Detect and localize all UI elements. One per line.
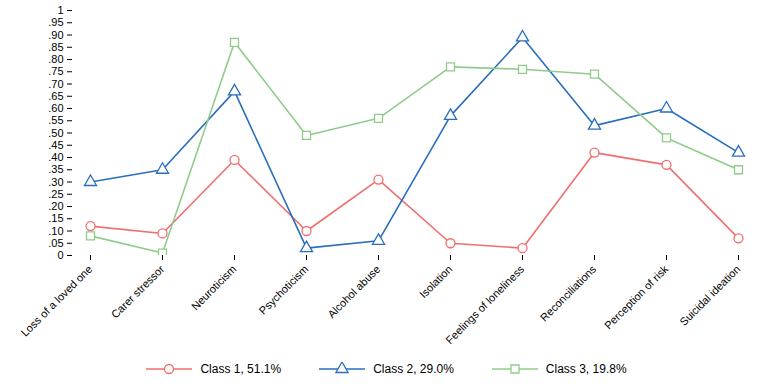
html-text:Class 2, 29.0%: Class 2, 29.0% xyxy=(373,362,454,376)
html-text:Class 1, 51.1%: Class 1, 51.1% xyxy=(200,362,282,376)
svg-text:Alcohol abuse: Alcohol abuse xyxy=(325,263,382,320)
svg-text:.50: .50 xyxy=(48,127,63,139)
svg-text:.45: .45 xyxy=(48,139,63,151)
svg-text:.70: .70 xyxy=(48,78,63,90)
svg-text:.40: .40 xyxy=(48,151,63,163)
svg-text:Perception of risk: Perception of risk xyxy=(602,262,671,331)
svg-text:.95: .95 xyxy=(48,16,63,28)
svg-text:.35: .35 xyxy=(48,163,63,175)
svg-text:1: 1 xyxy=(57,4,63,16)
svg-text:0: 0 xyxy=(57,249,63,261)
svg-text:.55: .55 xyxy=(48,114,63,126)
svg-text:.05: .05 xyxy=(48,237,63,249)
svg-text:.10: .10 xyxy=(48,225,63,237)
svg-text:Loss of a loved one: Loss of a loved one xyxy=(18,263,94,339)
svg-text:Isolation: Isolation xyxy=(417,263,454,300)
svg-text:.15: .15 xyxy=(48,212,63,224)
svg-text:.65: .65 xyxy=(48,90,63,102)
svg-text:Feelings of loneliness: Feelings of loneliness xyxy=(443,262,527,346)
svg-text:Neuroticism: Neuroticism xyxy=(189,263,239,313)
svg-text:.30: .30 xyxy=(48,176,63,188)
svg-text:.25: .25 xyxy=(48,188,63,200)
svg-text:Carer stressor: Carer stressor xyxy=(109,263,167,321)
html-text:Class 3, 19.8%: Class 3, 19.8% xyxy=(545,362,627,376)
svg-text:.60: .60 xyxy=(48,102,63,114)
svg-text:.80: .80 xyxy=(48,53,63,65)
svg-text:.75: .75 xyxy=(48,65,63,77)
svg-text:Psychoticism: Psychoticism xyxy=(257,263,311,317)
svg-text:.20: .20 xyxy=(48,200,63,212)
svg-text:Suicidal ideation: Suicidal ideation xyxy=(677,263,742,328)
svg-text:Reconciliations: Reconciliations xyxy=(538,262,599,323)
svg-text:.90: .90 xyxy=(48,29,63,41)
svg-text:.85: .85 xyxy=(48,41,63,53)
